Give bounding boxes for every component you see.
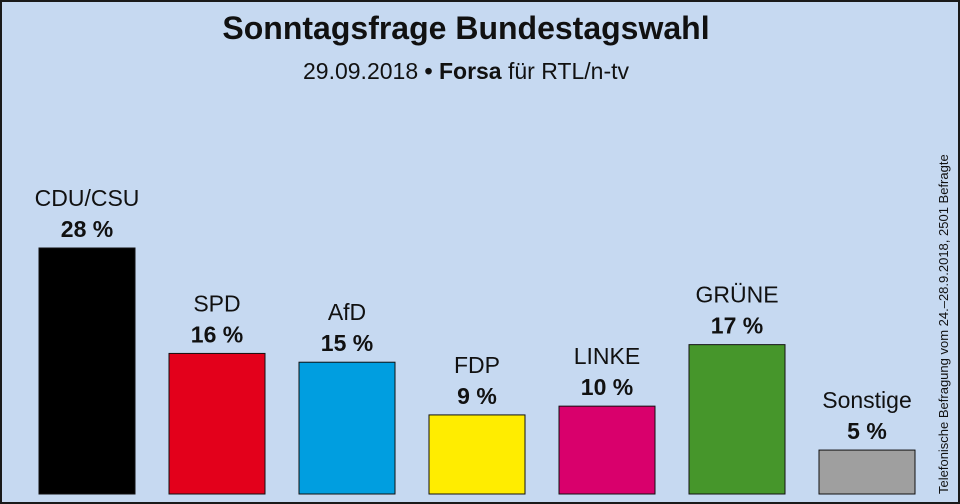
value-label-6: 5 % (847, 418, 887, 444)
category-label-3: FDP (454, 352, 500, 378)
category-label-2: AfD (328, 299, 366, 325)
value-label-4: 10 % (581, 374, 633, 400)
bar-3 (428, 414, 526, 495)
bar-1 (168, 352, 266, 495)
category-label-0: CDU/CSU (35, 185, 140, 211)
chart-subtitle: 29.09.2018 • Forsa für RTL/n-tv (2, 58, 930, 85)
bar-6 (818, 449, 916, 495)
value-label-3: 9 % (457, 383, 497, 409)
bar-2 (298, 361, 396, 495)
subtitle-bullet: • (424, 58, 433, 84)
category-label-4: LINKE (574, 343, 640, 369)
subtitle-institute: Forsa (438, 58, 502, 84)
category-label-1: SPD (193, 290, 240, 316)
value-label-2: 15 % (321, 330, 373, 356)
category-label-5: GRÜNE (695, 282, 778, 308)
bar-4 (558, 405, 656, 495)
bar-0 (38, 247, 136, 495)
category-label-6: Sonstige (822, 387, 912, 413)
subtitle-client: für RTL/n-tv (508, 58, 629, 84)
value-label-1: 16 % (191, 321, 243, 347)
value-label-0: 28 % (61, 216, 113, 242)
chart-title: Sonntagsfrage Bundestagswahl (222, 10, 710, 46)
bar-5 (688, 344, 786, 495)
value-label-5: 17 % (711, 313, 763, 339)
subtitle-date: 29.09.2018 (303, 58, 419, 84)
